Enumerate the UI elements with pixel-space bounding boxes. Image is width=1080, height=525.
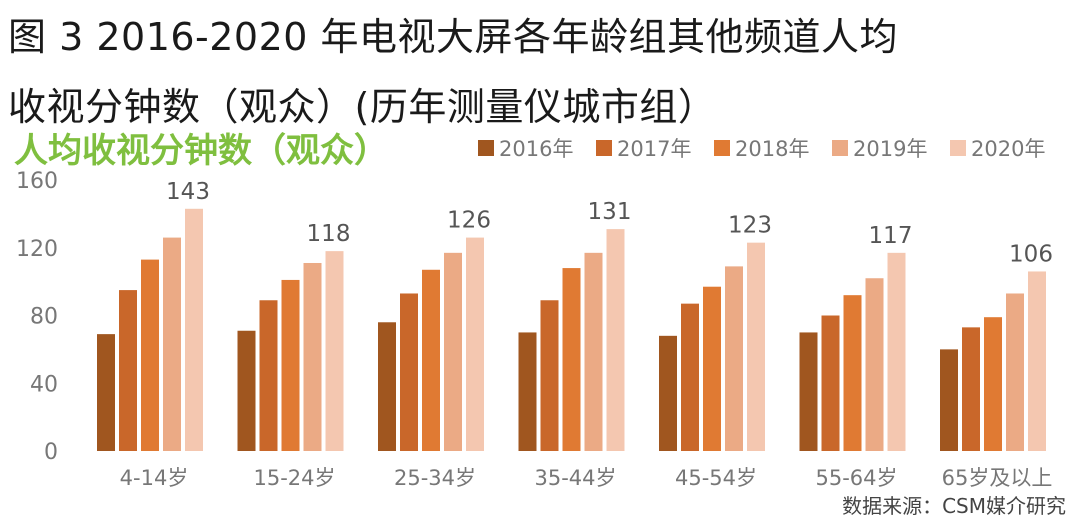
x-tick-label: 55-64岁 <box>815 466 897 490</box>
x-axis: 4-14岁 15-24岁 25-34岁 35-44岁 45-54岁 55-64岁 65岁及以… <box>120 466 1053 490</box>
figure-title-line-1: 图 3 2016-2020 年电视大屏各年龄组其他频道人均 <box>8 15 899 59</box>
bar <box>422 269 440 451</box>
bar <box>887 252 906 451</box>
legend-label: 2017年 <box>617 137 691 161</box>
bar <box>185 208 203 451</box>
bar <box>163 237 181 451</box>
bar <box>444 252 462 451</box>
legend-label: 2018年 <box>735 137 809 161</box>
y-tick-label: 80 <box>30 305 58 330</box>
bar <box>325 251 344 451</box>
bar <box>659 335 677 451</box>
bar <box>799 332 818 451</box>
bar <box>747 242 765 451</box>
bar <box>400 293 418 451</box>
x-tick-label: 35-44岁 <box>534 466 616 490</box>
legend-label: 2020年 <box>971 137 1045 161</box>
legend-swatch <box>478 140 494 156</box>
bar <box>466 237 484 451</box>
y-tick-label: 160 <box>16 169 58 194</box>
legend-swatch <box>832 140 848 156</box>
legend-swatch <box>950 140 966 156</box>
x-tick-label: 15-24岁 <box>253 466 335 490</box>
data-label: 117 <box>869 223 913 249</box>
data-label: 106 <box>1009 241 1053 267</box>
legend-swatch <box>714 140 730 156</box>
bar <box>237 330 256 451</box>
legend-label: 2019年 <box>853 137 927 161</box>
bar <box>821 315 840 451</box>
bar <box>141 259 159 451</box>
bar <box>378 322 396 451</box>
legend-label: 2016年 <box>499 137 573 161</box>
bar <box>681 303 699 451</box>
bar <box>540 300 559 451</box>
bar <box>725 266 743 451</box>
chart-subtitle: 人均收视分钟数（观众） <box>14 131 388 171</box>
legend: 2016年 2017年 2018年 2019年 2020年 <box>478 137 1045 161</box>
data-label: 143 <box>166 179 210 205</box>
y-tick-label: 40 <box>30 372 58 397</box>
x-tick-label: 25-34岁 <box>394 466 476 490</box>
bar <box>259 300 278 451</box>
bar <box>606 229 625 451</box>
bar <box>962 327 980 451</box>
y-axis: 0 40 80 120 160 <box>16 169 58 465</box>
bar <box>518 332 537 451</box>
bars: 143 118 126 131 123 117 106 <box>97 179 1053 451</box>
data-label: 123 <box>728 213 772 239</box>
data-label: 118 <box>307 221 351 247</box>
x-tick-label: 4-14岁 <box>120 466 189 490</box>
bar <box>1028 271 1046 451</box>
source-note: 数据来源：CSM媒介研究 <box>842 494 1066 518</box>
y-tick-label: 0 <box>44 440 58 465</box>
x-tick-label: 45-54岁 <box>675 466 757 490</box>
bar <box>584 252 603 451</box>
x-tick-label: 65岁及以上 <box>942 466 1053 490</box>
y-tick-label: 120 <box>16 237 58 262</box>
figure-title-line-2: 收视分钟数（观众）(历年测量仪城市组） <box>8 85 717 129</box>
bar <box>940 349 958 451</box>
bar <box>843 295 862 451</box>
bar <box>119 290 137 451</box>
bar <box>97 334 115 451</box>
bar <box>865 278 884 451</box>
data-label: 131 <box>588 199 632 225</box>
bar <box>1006 293 1024 451</box>
bar <box>984 317 1002 451</box>
legend-swatch <box>596 140 612 156</box>
bar <box>281 279 300 451</box>
bar <box>703 286 721 451</box>
data-label: 126 <box>447 208 491 234</box>
bar <box>303 262 322 451</box>
bar <box>562 268 581 451</box>
